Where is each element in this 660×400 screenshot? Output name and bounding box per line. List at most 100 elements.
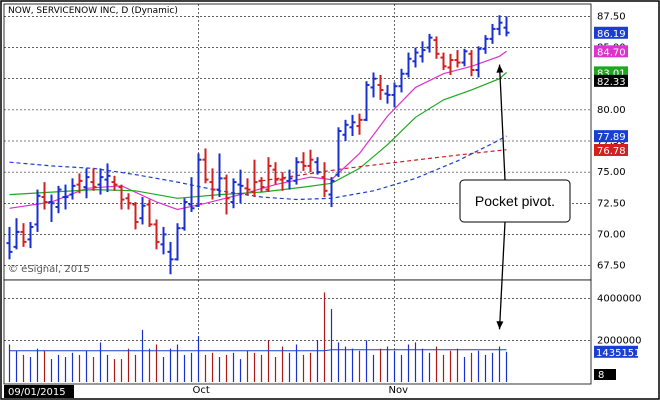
ohlc-bar [412, 47, 419, 68]
ohlc-bar [293, 157, 300, 185]
volume-min-tag-bg [594, 369, 616, 380]
ohlc-bar [370, 72, 377, 98]
ohlc-bar [244, 178, 251, 196]
arrowhead-up [496, 64, 504, 73]
ohlc-bar [328, 177, 335, 208]
volume-tick-label: 2000000 [597, 335, 642, 346]
ohlc-bar [419, 41, 426, 63]
ohlc-bar [132, 202, 139, 230]
price-tick-label: 80.00 [597, 105, 626, 116]
price-tag: 86.19 [597, 29, 626, 40]
annotation-arrow-up [498, 64, 506, 181]
ohlc-bar [503, 16, 510, 37]
volume-bars [8, 292, 508, 382]
date-label: 09/01/2015 [8, 387, 66, 398]
arrowhead-down [496, 321, 504, 330]
volume-min-tag: 8 [598, 370, 604, 381]
price-tag-bg [594, 74, 628, 87]
price-bars [6, 15, 510, 275]
ohlc-bar [83, 168, 90, 199]
ohlc-bar [160, 226, 167, 255]
price-tick-label: 67.50 [597, 261, 626, 272]
ohlc-bar [55, 185, 62, 214]
price-tick-label: 75.00 [597, 167, 626, 178]
ohlc-bar [6, 226, 13, 260]
price-tick-label: 70.00 [597, 229, 626, 240]
date-box [4, 385, 74, 398]
price-tag-bg [594, 143, 628, 156]
price-tag: 82.33 [597, 77, 626, 88]
ohlc-bar [97, 168, 104, 195]
ohlc-bar [76, 173, 83, 194]
ohlc-bar [475, 46, 482, 78]
price-tag-bg [594, 130, 628, 143]
ohlc-bar [468, 50, 475, 77]
volume-tag: 1435151 [596, 348, 641, 359]
annotation-text: Pocket pivot. [475, 193, 555, 209]
grid [4, 4, 591, 384]
ohlc-bar [216, 153, 223, 198]
ohlc-bar [272, 162, 279, 185]
ohlc-bar [41, 182, 48, 210]
ohlc-bar [433, 36, 440, 59]
ohlc-bar [384, 84, 391, 104]
ohlc-bar [286, 169, 293, 190]
price-tag-bg [594, 45, 628, 58]
ohlc-bar [48, 194, 55, 222]
ohlc-bar [223, 174, 230, 215]
ohlc-bar [279, 172, 286, 191]
ohlc-bar [202, 148, 209, 184]
ohlc-bar [349, 114, 356, 137]
ohlc-bar [356, 113, 363, 135]
ohlc-bar [20, 223, 27, 247]
volume-tick-label: 4000000 [597, 294, 642, 305]
ohlc-bar [440, 52, 447, 71]
ohlc-bar [405, 52, 412, 78]
ohlc-bar [363, 81, 370, 122]
price-tag: 76.78 [597, 146, 626, 157]
moving-average-line [9, 50, 507, 211]
ohlc-bar [342, 119, 349, 141]
ohlc-bar [426, 33, 433, 53]
ohlc-bar [118, 184, 125, 210]
ohlc-bar [195, 153, 202, 208]
ohlc-bar [34, 189, 41, 232]
price-tag-bg [594, 26, 628, 39]
ohlc-bar [489, 23, 496, 44]
price-tag: 77.89 [597, 132, 626, 143]
ohlc-bar [146, 199, 153, 227]
annotation-arrow-down [498, 221, 506, 330]
ohlc-bar [90, 168, 97, 191]
ohlc-bar [454, 50, 461, 68]
ohlc-bar [258, 177, 265, 193]
price-tick-label: 72.50 [597, 198, 626, 209]
annotation: Pocket pivot. [459, 64, 571, 330]
ohlc-bar [398, 68, 405, 93]
ohlc-bar [314, 157, 321, 175]
ohlc-bar [139, 197, 146, 225]
volume-average-line [9, 349, 507, 352]
ohlc-bar [153, 219, 160, 250]
ohlc-bar [461, 48, 468, 67]
ohlc-bar [391, 82, 398, 108]
ohlc-bar [377, 74, 384, 100]
ohlc-bar [125, 193, 132, 210]
moving-average-line [261, 149, 507, 182]
ohlc-bar [111, 175, 118, 191]
chart-title: NOW, SERVICENOW INC, D (Dynamic) [8, 6, 178, 16]
watermark: © eSignal, 2015 [8, 264, 90, 275]
ohlc-bar [321, 162, 328, 198]
price-panel [3, 3, 592, 281]
annotation-box [459, 179, 571, 223]
ohlc-bar [482, 35, 489, 54]
month-label: Oct [193, 385, 210, 396]
ohlc-bar [188, 177, 195, 212]
price-tag: 84.70 [597, 47, 626, 58]
ohlc-bar [335, 127, 342, 178]
volume-panel [3, 279, 592, 385]
price-tag: 83.01 [597, 68, 626, 79]
ohlc-bar [62, 184, 69, 210]
ohlc-bar [496, 15, 503, 36]
